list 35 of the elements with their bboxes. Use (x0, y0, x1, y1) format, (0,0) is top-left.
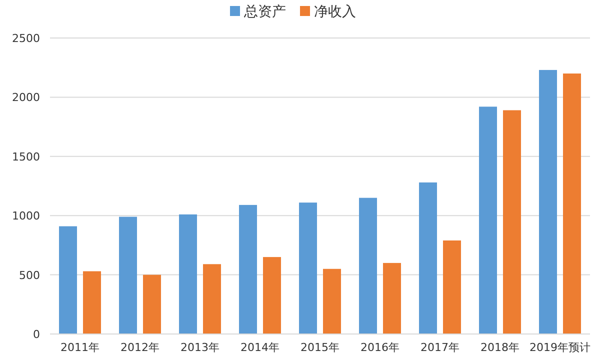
x-tick-label: 2017年 (420, 341, 460, 354)
x-tick-label: 2011年 (60, 341, 100, 354)
y-tick-label: 500 (19, 268, 40, 282)
bar (299, 202, 317, 334)
bar (419, 182, 437, 334)
x-tick-label: 2013年 (180, 341, 220, 354)
bar (179, 214, 197, 334)
x-tick-label: 2018年 (480, 341, 520, 354)
bar (383, 262, 401, 334)
bar (143, 274, 161, 334)
bar (119, 216, 137, 334)
y-tick-label: 1000 (12, 210, 40, 223)
bar (263, 257, 281, 334)
bar (239, 204, 257, 334)
y-tick-label: 2500 (12, 32, 40, 45)
y-tick-label: 1500 (12, 150, 40, 164)
bar (59, 226, 77, 334)
y-tick-label: 2000 (12, 91, 40, 104)
bar (359, 198, 377, 334)
x-tick-label: 2019年预计 (530, 341, 590, 354)
x-tick-label: 2016年 (360, 341, 400, 354)
bar (443, 240, 461, 334)
legend-label: 总资产 (243, 4, 286, 20)
x-tick-label: 2012年 (120, 341, 160, 354)
legend-label: 净收入 (314, 4, 356, 20)
bar (203, 264, 221, 334)
bar (83, 271, 101, 334)
x-tick-label: 2015年 (300, 341, 340, 354)
bar (539, 70, 557, 334)
bar (323, 268, 341, 334)
bar (563, 74, 581, 334)
x-tick-label: 2014年 (240, 341, 280, 354)
bar (479, 106, 497, 334)
y-tick-label: 0 (33, 328, 40, 341)
bar (503, 110, 521, 334)
